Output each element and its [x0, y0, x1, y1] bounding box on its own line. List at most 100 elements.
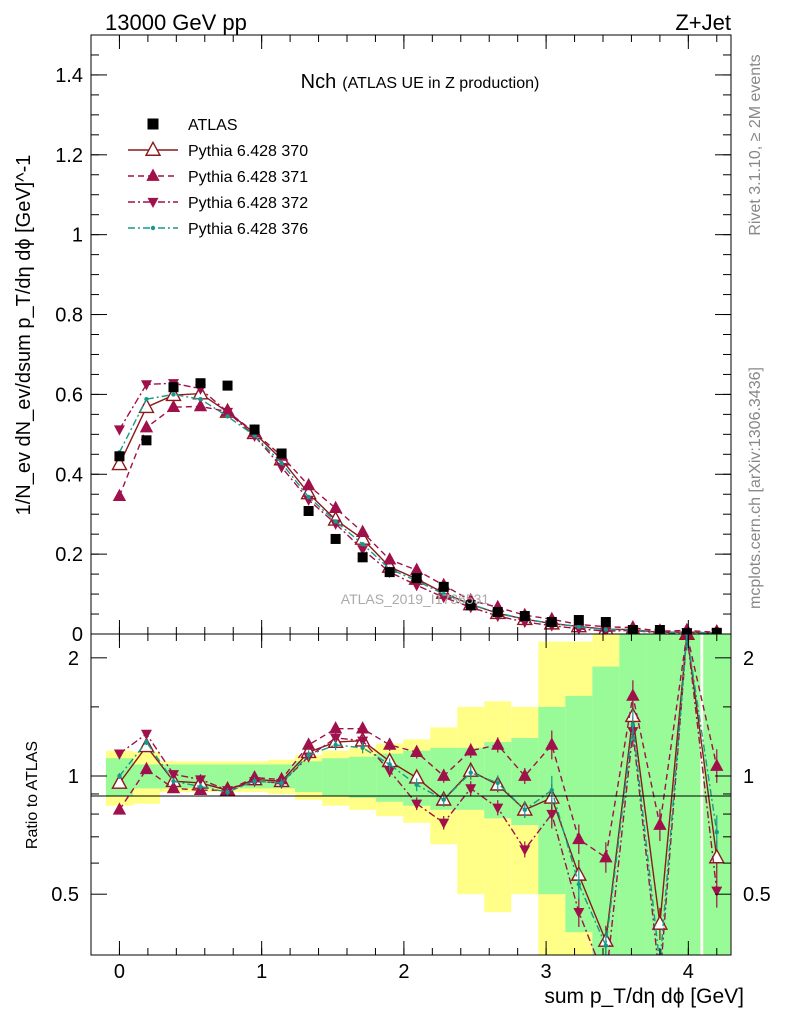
ratio-point-p372-11 — [411, 799, 423, 810]
data-point-8 — [330, 533, 341, 544]
ratio-point-p371-1 — [139, 761, 154, 775]
plot-title: Nch (ATLAS UE in Z production) — [301, 71, 540, 93]
band-inner-4 — [214, 764, 242, 789]
band-inner-18 — [592, 666, 620, 955]
ratio-point-p372-2 — [167, 770, 179, 781]
band-inner-7 — [295, 761, 323, 793]
legend-label-3: Pythia 6.428 372 — [188, 195, 308, 212]
point-p371-10 — [382, 552, 397, 565]
ratio-point-p372-8 — [330, 733, 342, 745]
ratio-point-p372-9 — [357, 736, 369, 747]
ratio-point-p372-1 — [140, 729, 152, 740]
ratio-point-p376-13 — [468, 770, 473, 775]
x-tick-label-3: 3 — [541, 961, 552, 983]
y-tick-label-0: 0 — [72, 624, 83, 646]
y-tick-label-1: 0.2 — [55, 544, 83, 566]
point-p371-2 — [166, 399, 181, 413]
legend-label-0: ATLAS — [188, 117, 238, 134]
ratio-tick-label-0: 0.5 — [51, 884, 79, 906]
ratio-point-p376-3 — [198, 784, 203, 789]
point-p371-8 — [328, 500, 343, 514]
ratio-point-p371-16 — [545, 737, 559, 750]
ratio-point-p372-16 — [546, 809, 558, 821]
data-point-19 — [627, 625, 638, 634]
point-p376-8 — [333, 519, 338, 524]
ratio-point-p376-12 — [441, 797, 446, 802]
ratio-point-p371-14 — [491, 737, 505, 750]
y-tick-label-4: 0.8 — [55, 305, 83, 327]
main-panel-content — [111, 378, 723, 634]
ratio-point-p371-10 — [382, 737, 397, 750]
legend-marker-4 — [150, 225, 156, 231]
data-point-5 — [249, 424, 260, 435]
point-p372-1 — [140, 380, 152, 391]
ratio-point-p376-1 — [144, 739, 149, 745]
watermark: ATLAS_2019_I1736531 — [341, 591, 490, 607]
data-point-3 — [195, 378, 206, 389]
point-p372-7 — [303, 495, 315, 506]
ratio-point-p371-9 — [355, 721, 370, 734]
data-point-14 — [492, 607, 503, 618]
ratio-panel-content — [111, 634, 725, 967]
legend-marker-1 — [144, 140, 162, 156]
ratio-point-p376-10 — [387, 762, 392, 767]
ratio-point-p376-16 — [549, 788, 554, 793]
ratio-point-p372-0 — [113, 749, 125, 760]
data-point-12 — [438, 581, 449, 592]
ratio-point-p376-2 — [171, 779, 176, 784]
ratio-point-p370-0 — [111, 773, 128, 789]
ratio-point-p376-18 — [603, 943, 609, 948]
data-point-6 — [276, 448, 287, 459]
ratio-point-p376-11 — [414, 782, 419, 787]
point-p371-0 — [112, 488, 127, 502]
point-p376-1 — [144, 396, 149, 402]
data-point-13 — [465, 600, 476, 611]
x-axis-label: sum p_T/dη dϕ [GeV] — [544, 985, 744, 1008]
point-p376-2 — [171, 392, 176, 397]
ratio-point-p372-15 — [519, 845, 531, 856]
y-axis-label: 1/N_ev dN_ev/dsum p_T/dη dϕ [GeV]^-1 — [13, 155, 35, 516]
point-p376-3 — [198, 396, 203, 402]
point-p376-4 — [225, 414, 230, 419]
point-p371-3 — [193, 398, 208, 412]
ratio-point-p376-20 — [658, 963, 662, 967]
point-p371-11 — [410, 562, 424, 575]
data-point-0 — [114, 451, 125, 462]
data-point-11 — [411, 573, 422, 584]
title-sub: (ATLAS UE in Z production) — [342, 75, 539, 92]
ratio-tick-label-right-0: 0.5 — [743, 884, 771, 906]
ratio-point-p371-0 — [112, 802, 127, 815]
legend-label-1: Pythia 6.428 370 — [188, 143, 308, 160]
legend-marker-2 — [146, 168, 160, 181]
legend-marker-0 — [147, 118, 159, 130]
data-point-2 — [168, 382, 179, 393]
band-inner-20 — [646, 634, 674, 955]
ratio-tick-label-2: 2 — [68, 648, 79, 670]
ratio-point-p376-14 — [495, 780, 500, 786]
main-frame — [90, 34, 732, 635]
series-line-p376 — [118, 393, 717, 634]
point-p372-11 — [411, 581, 423, 592]
band-inner-8 — [322, 758, 350, 796]
x-tick-label-0: 0 — [114, 961, 125, 983]
ratio-point-p371-19 — [626, 688, 640, 701]
point-p376-12 — [441, 591, 446, 597]
ratio-point-p372-14 — [492, 803, 504, 814]
data-point-10 — [384, 567, 395, 578]
ratio-point-p376-0 — [117, 773, 122, 779]
x-tick-label-1: 1 — [256, 961, 267, 983]
ratio-point-p376-22 — [714, 829, 719, 835]
point-p371-1 — [139, 420, 154, 433]
point-p376-9 — [360, 541, 365, 547]
ratio-point-p371-12 — [437, 768, 451, 781]
data-point-15 — [519, 611, 530, 622]
ratio-point-p376-19 — [630, 722, 636, 728]
axes: 0 1 2 3 4 0 0.2 0.4 0.6 0.8 1 1.2 1.4 0.5 0.5 1 1 2 2 — [51, 35, 771, 983]
rivet-label: Rivet 3.1.10, ≥ 2M events — [747, 54, 764, 235]
y-tick-label-2: 0.4 — [55, 464, 83, 486]
legend-marker-3 — [147, 197, 159, 209]
ratio-point-p372-22 — [711, 886, 723, 897]
ratio-point-p376-5 — [252, 779, 257, 784]
legend-label-2: Pythia 6.428 371 — [188, 169, 308, 186]
data-point-16 — [546, 617, 557, 628]
